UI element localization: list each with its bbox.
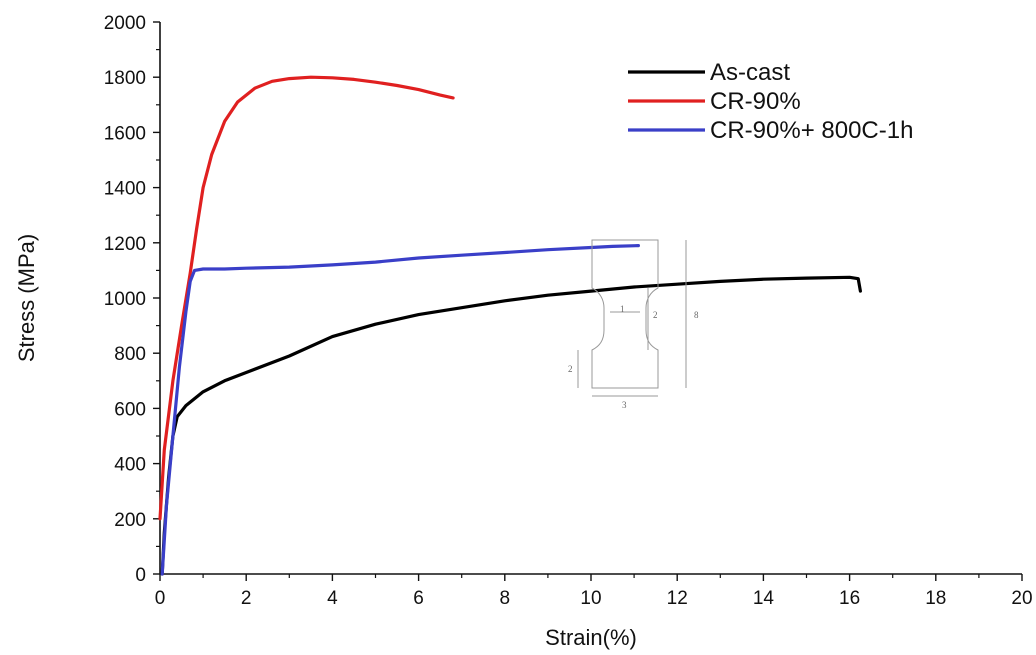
y-tick-label: 1000 — [104, 289, 146, 310]
inset-dimension-label: 2 — [568, 364, 573, 374]
ticks: 0 2 4 6 8 10 12 14 16 18 2002004006008001000120014… — [104, 13, 1033, 609]
y-tick-label: 1200 — [104, 234, 146, 255]
x-tick-label: 10 — [580, 588, 601, 609]
inset-dimension-label: 3 — [622, 400, 627, 410]
axes — [159, 22, 1022, 575]
x-axis-title: Strain(%) — [545, 625, 637, 650]
specimen-schematic: 8 2 1 3 2 — [568, 239, 699, 410]
legend-label-2: CR-90%+ 800C-1h — [710, 117, 913, 144]
y-tick-label: 400 — [114, 455, 146, 476]
y-tick-label: 800 — [114, 344, 146, 365]
x-tick-label: 0 — [155, 588, 166, 609]
inset-dimension-label: 8 — [694, 310, 699, 320]
y-tick-label: 1600 — [104, 123, 146, 144]
x-tick-label: 16 — [839, 588, 860, 609]
x-tick-label: 2 — [241, 588, 252, 609]
y-tick-label: 600 — [114, 399, 146, 420]
x-tick-label: 18 — [925, 588, 946, 609]
x-tick-label: 12 — [667, 588, 688, 609]
x-tick-label: 20 — [1011, 588, 1032, 609]
series-line-0 — [160, 275, 862, 576]
x-tick-label: 6 — [413, 588, 424, 609]
y-tick-label: 1400 — [104, 179, 146, 200]
legend-label-0: As-cast — [710, 59, 790, 86]
x-tick-label: 8 — [500, 588, 511, 609]
y-tick-label: 0 — [135, 565, 146, 586]
series-line-1 — [158, 75, 455, 521]
inset-dimension-label: 1 — [620, 304, 625, 314]
legend-label-1: CR-90% — [710, 88, 801, 115]
y-tick-label: 200 — [114, 510, 146, 531]
x-tick-label: 14 — [753, 588, 775, 609]
inset-dimension-label: 2 — [653, 310, 658, 320]
data-series — [158, 75, 862, 576]
y-axis-title: Stress (MPa) — [14, 234, 39, 362]
y-tick-label: 2000 — [104, 13, 146, 34]
x-tick-label: 4 — [327, 588, 338, 609]
series-line-2 — [160, 244, 640, 576]
y-tick-label: 1800 — [104, 68, 146, 89]
